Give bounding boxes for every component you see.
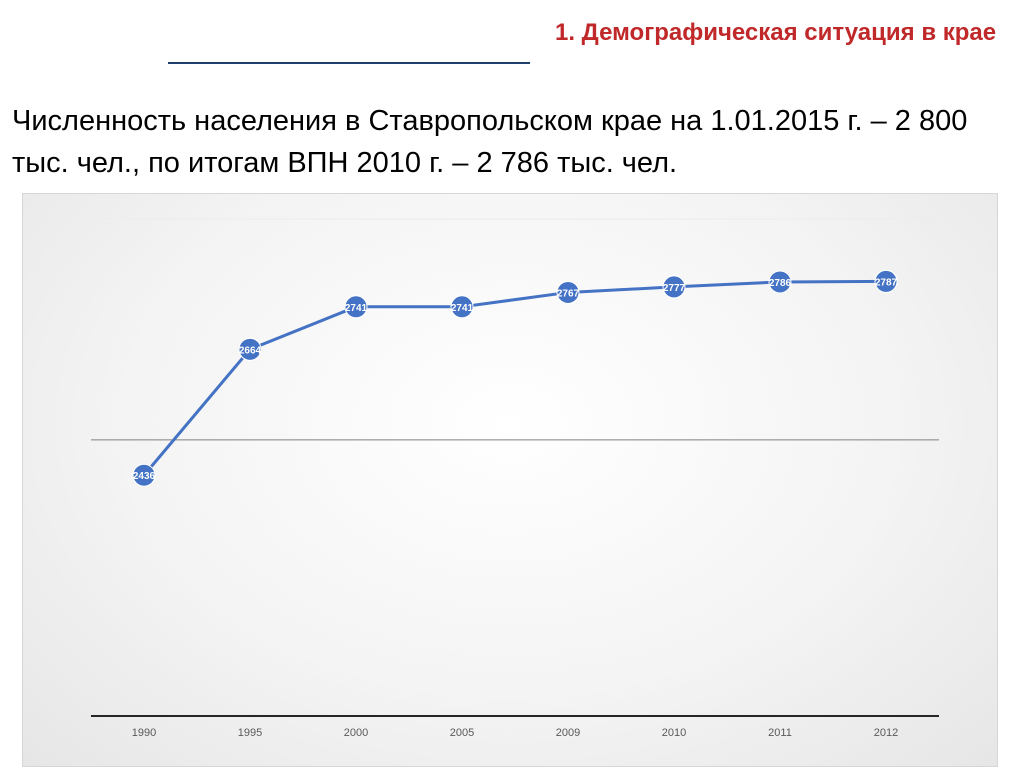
data-label: 2787 <box>875 277 898 288</box>
data-label: 2741 <box>451 303 474 314</box>
data-point <box>132 463 156 487</box>
x-tick-label: 2005 <box>450 727 474 739</box>
data-point <box>450 295 474 319</box>
population-summary: Численность населения в Ставропольском к… <box>12 105 968 179</box>
data-point <box>768 270 792 294</box>
data-label: 2767 <box>557 288 580 299</box>
data-label: 2436 <box>133 471 156 482</box>
slide-title: 1. Демографическая ситуация в крае <box>555 19 997 46</box>
x-tick-label: 1990 <box>132 727 156 739</box>
series-line <box>142 279 887 477</box>
x-tick-label: 2012 <box>874 727 898 739</box>
data-label: 2664 <box>239 345 262 356</box>
x-tick-label: 1995 <box>238 727 262 739</box>
x-tick-label: 2010 <box>662 727 686 739</box>
chart-area: 1990 1995 2000 2005 2009 2010 2011 2012 2436 2664… <box>22 193 998 767</box>
data-point <box>874 269 898 293</box>
data-label: 2777 <box>663 283 686 294</box>
data-point <box>344 295 368 319</box>
data-point <box>556 280 580 304</box>
x-tick-label: 2011 <box>768 727 792 739</box>
population-line-chart: 1990 1995 2000 2005 2009 2010 2011 2012 2436 2664… <box>91 218 939 739</box>
data-label: 2741 <box>345 303 368 314</box>
header-rule <box>168 62 530 64</box>
x-tick-label: 2000 <box>344 727 368 739</box>
data-point <box>238 337 262 361</box>
x-tick-label: 2009 <box>556 727 580 739</box>
data-label: 2786 <box>769 278 792 289</box>
data-point <box>662 275 686 299</box>
